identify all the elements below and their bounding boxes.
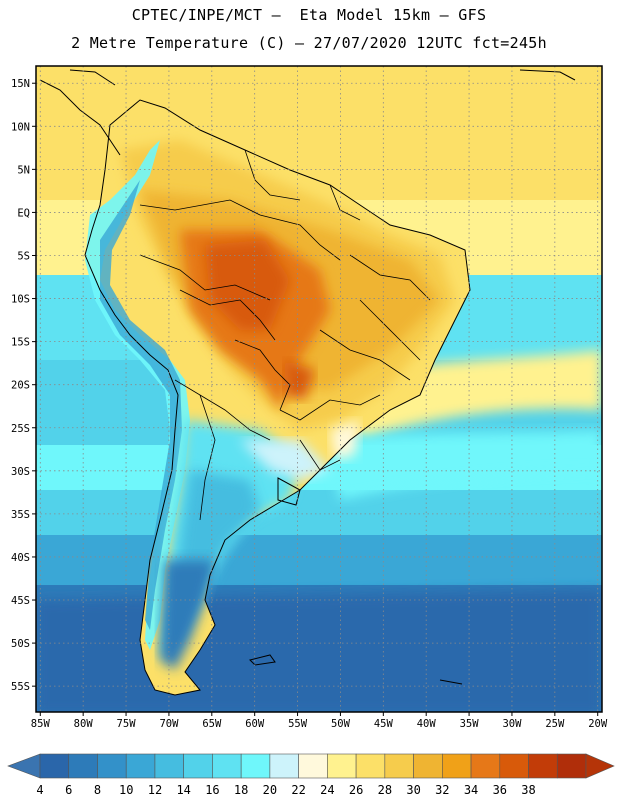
colorbar-swatch [97,753,127,779]
lon-label: 60W [245,718,265,730]
colorbar-swatch [327,753,357,779]
colorbar-label: 10 [119,783,133,797]
colorbar-swatch [384,753,414,779]
colorbar-under-arrow [7,753,41,779]
colorbar-swatch [39,753,70,779]
colorbar-swatch [413,753,443,779]
coastlines [39,69,576,696]
lat-label: 5N [17,164,30,176]
lat-label: 30S [11,466,30,478]
lon-label: 75W [117,718,137,730]
colorbar-swatch [125,753,156,779]
colorbar-swatch [556,753,587,779]
colorbar-label: 34 [464,783,478,797]
latitude-labels: 15N 10N 5N EQ 5S 10S 15S 20S 25S 30S 35S 40S 45S 50S 5… [11,78,30,693]
colorbar-swatch [212,753,242,779]
temperature-field [36,66,602,712]
country-borders [139,149,431,521]
colorbar-swatch [298,753,328,779]
lon-label: 35W [460,718,480,730]
lon-label: 65W [202,718,222,730]
lon-label: 85W [31,718,51,730]
colorbar-label: 12 [148,783,162,797]
colorbar-label: 14 [176,783,190,797]
colorbar-label: 36 [493,783,507,797]
colorbar-swatch [154,753,184,779]
colorbar-label: 18 [234,783,248,797]
lon-label: 55W [288,718,308,730]
lat-label: 10N [11,121,30,133]
colorbar-label: 4 [36,783,43,797]
map-frame [35,65,603,713]
colorbar-swatch [470,753,501,779]
colorbar-swatch [269,753,299,779]
colorbar-label: 6 [65,783,72,797]
lat-label: 15S [11,337,30,349]
colorbar-label: 30 [406,783,420,797]
colorbar-label: 38 [521,783,535,797]
longitude-labels: 85W 80W 75W 70W 65W 60W 55W 50W 45W 40W 35W 30W 25W 2… [31,718,608,730]
lat-label: 25S [11,423,30,435]
colorbar-label: 24 [320,783,334,797]
lon-label: 25W [545,718,565,730]
lon-label: 20W [588,718,608,730]
colorbar-swatch [240,753,271,779]
lon-label: 50W [331,718,351,730]
colorbar-swatch [68,753,98,779]
lon-label: 45W [374,718,394,730]
lat-label: 55S [11,681,30,693]
colorbar-label: 20 [263,783,277,797]
lat-label: 20S [11,380,30,392]
colorbar-label: 8 [94,783,101,797]
lat-label: 35S [11,509,30,521]
colorbar-over-arrow [585,753,615,779]
lat-label: 15N [11,78,30,90]
chart-title-line-2: 2 Metre Temperature (C) – 27/07/2020 12U… [71,34,547,52]
lat-label: 50S [11,638,30,650]
lon-label: 70W [159,718,179,730]
colorbar-label: 28 [378,783,392,797]
colorbar-swatch [442,753,472,779]
chart-title-line-1: CPTEC/INPE/MCT – Eta Model 15km – GFS [131,6,487,24]
lon-label: 40W [417,718,437,730]
lon-label: 80W [74,718,94,730]
colorbar-swatch [528,753,558,779]
color-legend: 4 6 8 10 12 14 16 18 20 22 24 26 28 30 32 34 36 38 [7,753,615,797]
colorbar-label: 16 [205,783,219,797]
axis-ticks [32,82,599,716]
lat-label: 5S [17,250,30,262]
lon-label: 30W [502,718,522,730]
lat-label: 45S [11,595,30,607]
temperature-map: 15N 10N 5N EQ 5S 10S 15S 20S 25S 30S 35S 40S 45S 50S 5… [11,65,608,730]
lat-label: 40S [11,552,30,564]
colorbar-swatch [499,753,529,779]
colorbar-swatch [355,753,386,779]
colorbar-label: 22 [291,783,305,797]
colorbar-label: 32 [435,783,449,797]
colorbar-swatch [183,753,213,779]
lat-label: EQ [17,207,30,219]
colorbar-label: 26 [349,783,363,797]
lat-label: 10S [11,294,30,306]
